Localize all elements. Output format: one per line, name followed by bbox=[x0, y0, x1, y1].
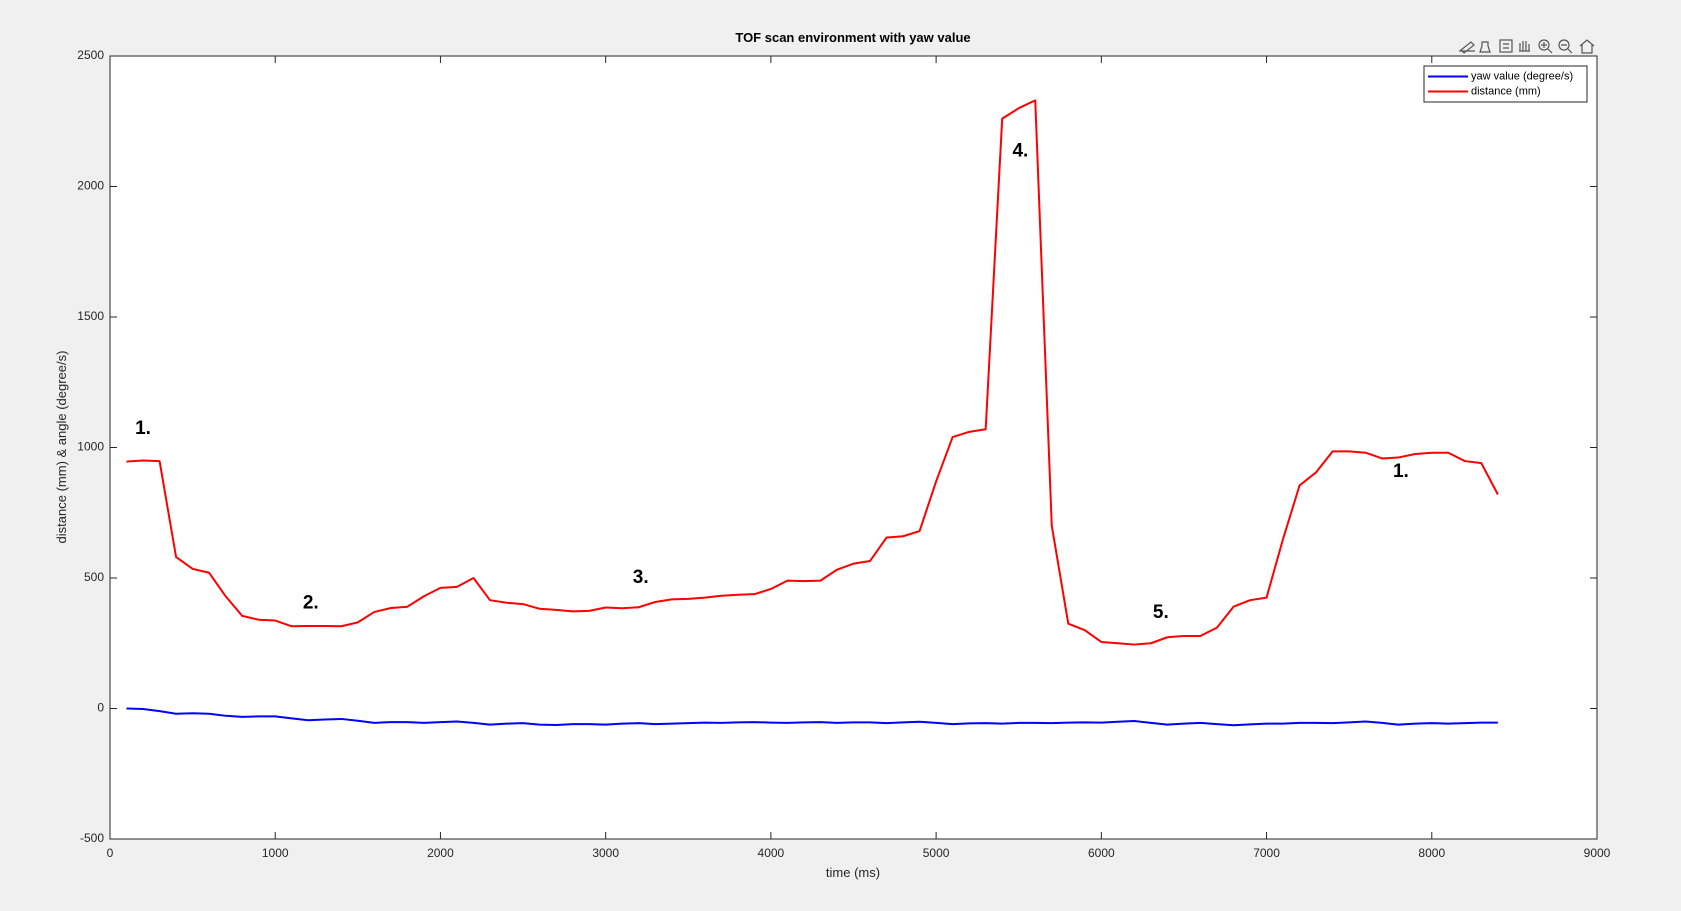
x-tick-label: 3000 bbox=[592, 846, 619, 860]
brush-tool[interactable] bbox=[1459, 41, 1475, 54]
annotation: 3. bbox=[633, 567, 649, 588]
toolbar bbox=[1459, 39, 1595, 54]
home-tool[interactable] bbox=[1579, 39, 1595, 54]
pan-tool[interactable] bbox=[1519, 41, 1530, 52]
data-line bbox=[126, 707, 1498, 727]
x-tick-label: 7000 bbox=[1253, 846, 1280, 860]
annotation: 5. bbox=[1153, 602, 1169, 623]
annotation: 1. bbox=[135, 418, 151, 439]
x-tick-label: 9000 bbox=[1584, 846, 1611, 860]
legend-tool[interactable] bbox=[1499, 39, 1513, 53]
x-tick-label: 6000 bbox=[1088, 846, 1115, 860]
x-tick-label: 2000 bbox=[427, 846, 454, 860]
y-tick-label: 2500 bbox=[77, 48, 104, 62]
x-tick-label: 4000 bbox=[758, 846, 785, 860]
y-tick-label: 2000 bbox=[77, 179, 104, 193]
legend-label: yaw value (degree/s) bbox=[1471, 70, 1573, 82]
x-tick-label: 8000 bbox=[1418, 846, 1445, 860]
data-line bbox=[126, 99, 1499, 646]
x-tick-label: 0 bbox=[107, 846, 114, 860]
x-tick-label: 1000 bbox=[262, 846, 289, 860]
y-axis-label: distance (mm) & angle (degree/s) bbox=[54, 351, 69, 544]
legend-label: distance (mm) bbox=[1471, 85, 1541, 97]
chart-title: TOF scan environment with yaw value bbox=[735, 30, 970, 45]
zoom-out-tool[interactable] bbox=[1558, 39, 1573, 54]
annotation: 4. bbox=[1012, 140, 1028, 161]
y-tick-label: 0 bbox=[97, 701, 104, 715]
annotation: 1. bbox=[1393, 461, 1409, 482]
annotation: 2. bbox=[303, 592, 319, 613]
legend-box bbox=[1423, 65, 1588, 103]
zoom-in-tool[interactable] bbox=[1538, 39, 1553, 54]
data-tip-tool[interactable] bbox=[1479, 41, 1491, 53]
y-tick-label: -500 bbox=[80, 831, 104, 845]
x-axis-label: time (ms) bbox=[826, 865, 880, 880]
y-tick-label: 1500 bbox=[77, 309, 104, 323]
x-tick-label: 5000 bbox=[923, 846, 950, 860]
y-tick-label: 1000 bbox=[77, 440, 104, 454]
legend: yaw value (degree/s) distance (mm) bbox=[1423, 65, 1588, 103]
y-tick-label: 500 bbox=[84, 570, 104, 584]
plot-area bbox=[109, 55, 1598, 840]
